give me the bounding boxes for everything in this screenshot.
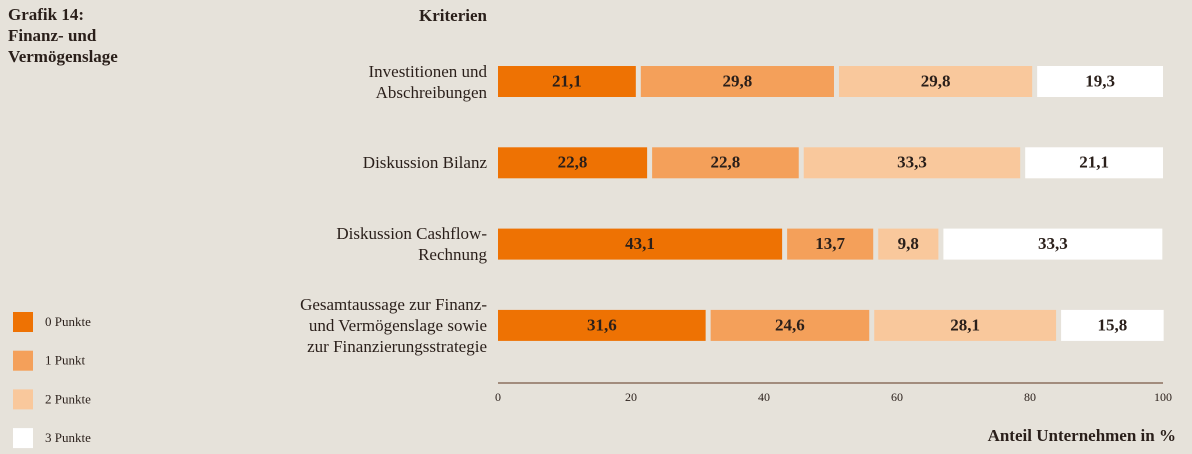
bar-segment [878, 228, 939, 260]
bar-segment [943, 228, 1163, 260]
bar-segment [498, 147, 648, 179]
value-label: 13,7 [815, 234, 845, 253]
value-label: 43,1 [625, 234, 655, 253]
value-label: 24,6 [775, 315, 805, 334]
value-label: 33,3 [897, 153, 927, 172]
value-label: 28,1 [950, 315, 980, 334]
value-label: 21,1 [552, 71, 582, 90]
x-tick-label: 20 [625, 390, 637, 404]
x-tick-label: 0 [495, 390, 501, 404]
bar-segment [1037, 66, 1163, 97]
legend-swatch [13, 350, 33, 371]
value-label: 22,8 [711, 153, 741, 172]
bar-segment [874, 309, 1057, 341]
bar-segment [498, 228, 783, 260]
legend-label: 3 Punkte [45, 430, 91, 445]
value-label: 19,3 [1085, 71, 1115, 90]
x-tick-label: 80 [1024, 390, 1036, 404]
legend-swatch [13, 389, 33, 410]
bar-segment [787, 228, 874, 260]
bar-segment [710, 309, 870, 341]
x-tick-label: 40 [758, 390, 770, 404]
x-axis-label: Anteil Unternehmen in % [988, 426, 1176, 445]
legend-label: 1 Punkt [45, 353, 85, 368]
bar-segment [498, 309, 706, 341]
bar-segment [652, 147, 799, 179]
x-tick-label: 100 [1154, 390, 1172, 404]
bar-segment [640, 66, 834, 97]
value-label: 22,8 [558, 153, 588, 172]
category-label: Investitionen und Abschreibungen [368, 61, 487, 102]
bar-segment [1061, 309, 1164, 341]
chart-title: Grafik 14: Finanz- und Vermögenslage [8, 5, 118, 66]
legend-label: 0 Punkte [45, 314, 91, 329]
value-label: 29,8 [921, 71, 951, 90]
category-label: Diskussion Cashflow- Rechnung [336, 224, 487, 265]
value-label: 31,6 [587, 315, 617, 334]
category-label: Diskussion Bilanz [362, 153, 487, 173]
value-label: 21,1 [1079, 153, 1109, 172]
x-tick-label: 60 [891, 390, 903, 404]
category-label: Gesamtaussage zur Finanz- und Vermögensl… [300, 294, 487, 356]
legend-swatch [13, 428, 33, 449]
value-label: 29,8 [723, 71, 753, 90]
category-axis-label: Kriterien [419, 6, 488, 25]
bar-segment [498, 66, 636, 97]
legend-swatch [13, 312, 33, 332]
bar-segment [1025, 147, 1163, 179]
bar-segment [838, 66, 1033, 97]
bar-segment [803, 147, 1021, 179]
value-label: 33,3 [1038, 234, 1068, 253]
legend-label: 2 Punkte [45, 391, 91, 406]
value-label: 9,8 [898, 234, 919, 253]
value-label: 15,8 [1098, 315, 1128, 334]
